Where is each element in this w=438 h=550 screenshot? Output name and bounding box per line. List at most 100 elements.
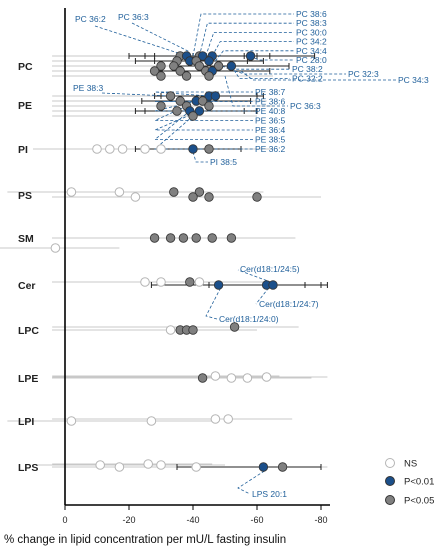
legend-label-p01: P<0.01 — [404, 477, 434, 488]
data-point-ns — [146, 416, 157, 426]
data-point-p05 — [165, 91, 176, 101]
data-point-ns — [114, 187, 125, 197]
data-point-p05 — [149, 66, 160, 76]
annotation-label: PE 36:4 — [255, 125, 286, 135]
category-label-pi: PI — [18, 144, 28, 156]
annotation-label: PE 38:5 — [255, 135, 286, 145]
data-point-ns — [156, 144, 166, 154]
annotation-label: PC 28:0 — [296, 55, 327, 65]
annotation-label: PC 34:2 — [296, 37, 327, 47]
data-point-p05 — [204, 101, 214, 111]
annotation-leader — [255, 287, 269, 305]
data-point-p05 — [194, 187, 205, 197]
category-label-lpi: LPI — [18, 416, 34, 428]
annotation-leader — [224, 75, 288, 107]
data-point-p05 — [204, 144, 214, 154]
legend-marker-ns — [385, 458, 395, 468]
data-point-p05 — [156, 71, 166, 81]
annotation-label: PC 34:4 — [296, 46, 327, 56]
category-label-lps: LPS — [18, 462, 38, 474]
data-point-p01 — [210, 91, 221, 101]
data-point-ns — [66, 416, 77, 426]
data-point-p01 — [245, 51, 256, 61]
annotation-leader — [237, 470, 265, 495]
legend-label-p05: P<0.05 — [404, 496, 434, 507]
category-label-pe: PE — [18, 100, 32, 112]
data-point-p05 — [181, 71, 192, 81]
annotation-leader — [154, 110, 253, 131]
data-point-p05 — [165, 233, 176, 243]
data-point-ns — [117, 144, 128, 154]
annotation-leader — [221, 65, 290, 70]
annotation-leader — [154, 100, 253, 112]
data-point-ns — [92, 144, 102, 154]
annotation-label: PC 32:3 — [348, 69, 379, 79]
annotation-label: PC 34:3 — [398, 75, 429, 85]
data-point-p05 — [175, 96, 185, 106]
data-point-ns — [242, 373, 253, 383]
annotation-label: PE 40:8 — [255, 106, 286, 116]
data-point-p05 — [229, 322, 240, 332]
data-point-p05 — [188, 111, 198, 121]
annotation-label: Cer(d18:1/24:0) — [219, 314, 279, 324]
data-point-p05 — [204, 71, 214, 81]
annotation-label: PE 38:7 — [255, 87, 286, 97]
annotation-leader — [154, 105, 253, 121]
data-point-ns — [210, 414, 221, 424]
x-axis-label: % change in lipid concentration per mU/L… — [4, 534, 286, 546]
data-point-ns — [223, 414, 233, 424]
data-point-p05 — [277, 462, 288, 472]
annotation-leader — [240, 70, 396, 81]
annotation-label: PC 38:6 — [296, 9, 327, 19]
annotation-label: PC 30:0 — [296, 27, 327, 37]
data-point-p05 — [178, 233, 189, 243]
legend: NS P<0.01 P<0.05 — [385, 458, 434, 507]
x-tick-label: -20 — [122, 515, 135, 525]
annotation-label: PC 36:2 — [75, 14, 106, 24]
category-label-sm: SM — [18, 233, 34, 245]
annotation-leader — [205, 287, 221, 320]
data-point-p05 — [188, 325, 198, 335]
data-point-p05 — [252, 192, 262, 202]
data-point-p05 — [204, 192, 214, 202]
data-point-p01 — [258, 462, 269, 472]
category-label-lpc: LPC — [18, 325, 39, 337]
data-point-p05 — [185, 277, 195, 287]
category-label-lpe: LPE — [18, 373, 38, 385]
data-point-p01 — [213, 280, 224, 290]
annotation-label: PC 32:2 — [292, 73, 323, 83]
annotation-leader — [192, 151, 208, 163]
category-label-cer: Cer — [18, 280, 36, 292]
data-point-p01 — [268, 280, 278, 290]
data-point-ns — [194, 277, 205, 287]
data-point-p05 — [207, 233, 217, 243]
annotation-leader — [215, 50, 294, 62]
data-point-ns — [140, 144, 150, 154]
annotation-leader — [153, 115, 253, 150]
annotation-label: LPS 20:1 — [252, 489, 287, 499]
annotation-label: PC 36:3 — [118, 12, 149, 22]
x-ticks-layer: 0 -20 -40 -60 -80 — [62, 505, 328, 525]
data-point-p05 — [156, 101, 166, 111]
data-point-ns — [66, 187, 77, 197]
x-tick-label: 0 — [62, 515, 67, 525]
legend-marker-p05 — [385, 495, 395, 505]
annotation-leader — [192, 13, 294, 57]
data-point-p05 — [169, 187, 179, 197]
annotation-leader — [199, 22, 294, 57]
annotation-label: PI 38:5 — [210, 157, 237, 167]
annotation-label: PE 38:6 — [255, 97, 286, 107]
data-point-p05 — [194, 61, 205, 71]
data-point-ns — [226, 373, 237, 383]
annotation-label: PC 38:2 — [292, 64, 323, 74]
annotation-label: Cer(d18:1/24:7) — [259, 299, 319, 309]
data-point-ns — [210, 371, 221, 381]
annotation-leader — [231, 65, 290, 79]
data-point-ns — [95, 460, 105, 470]
annotation-leader — [234, 70, 346, 75]
annotation-layer: PC 36:2 PC 36:3 PC 38:6PC 38:3PC 30:0PC 34… — [73, 9, 429, 499]
annotation-leader — [211, 41, 294, 57]
annotation-label: Cer(d18:1/24:5) — [240, 264, 300, 274]
data-point-p01 — [188, 144, 198, 154]
data-point-ns — [191, 462, 201, 472]
